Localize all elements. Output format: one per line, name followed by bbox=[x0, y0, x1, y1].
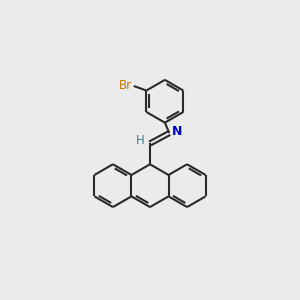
Text: N: N bbox=[172, 125, 182, 138]
Text: H: H bbox=[136, 134, 145, 147]
Text: Br: Br bbox=[119, 80, 132, 92]
